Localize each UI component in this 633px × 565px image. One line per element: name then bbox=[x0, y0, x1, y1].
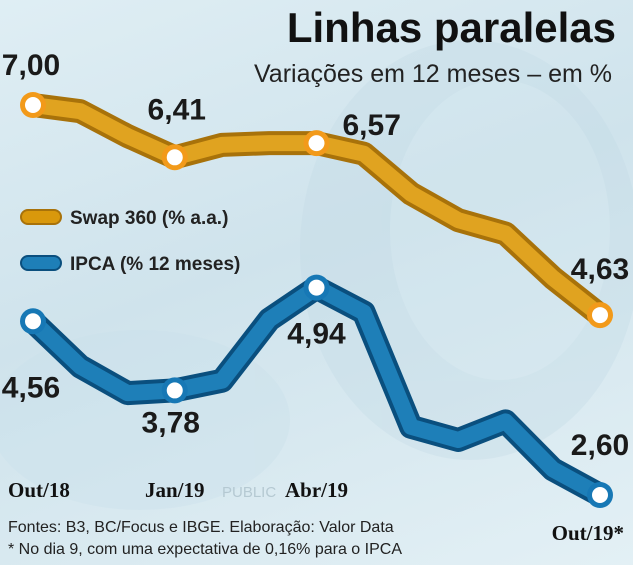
data-label-ipca: 3,78 bbox=[142, 406, 200, 439]
data-label-swap: 7,00 bbox=[2, 49, 60, 82]
watermark-text: PUBLIC bbox=[222, 484, 276, 501]
series-layer bbox=[20, 92, 613, 508]
legend-swatch-ipca bbox=[20, 255, 62, 271]
legend-label-swap: Swap 360 (% a.a.) bbox=[70, 208, 228, 229]
legend-item-ipca: IPCA (% 12 meses) bbox=[20, 254, 240, 275]
point-marker-center-ipca bbox=[25, 313, 41, 330]
data-label-swap: 4,63 bbox=[571, 253, 629, 286]
chart-title: Linhas paralelas bbox=[287, 4, 616, 51]
point-marker-center-ipca bbox=[166, 382, 183, 399]
chart-subtitle: Variações em 12 meses – em % bbox=[254, 60, 612, 88]
label-layer: 7,00 6,41 6,57 4,63 4,56 3,78 4,94 2,60 bbox=[2, 49, 629, 462]
data-label-ipca: 4,94 bbox=[287, 318, 346, 351]
series-ipca bbox=[20, 274, 613, 508]
point-marker-center-swap bbox=[25, 97, 41, 113]
point-marker-center-swap bbox=[166, 149, 183, 166]
legend-item-swap: Swap 360 (% a.a.) bbox=[20, 208, 228, 229]
point-marker-center-swap bbox=[308, 135, 325, 152]
x-tick-label: Out/19* bbox=[552, 521, 624, 545]
data-label-ipca: 2,60 bbox=[571, 429, 629, 462]
source-note: Fontes: B3, BC/Focus e IBGE. Elaboração:… bbox=[8, 519, 394, 536]
data-label-swap: 6,57 bbox=[343, 109, 401, 142]
x-tick-label: Abr/19 bbox=[285, 478, 348, 502]
legend: Swap 360 (% a.a.) IPCA (% 12 meses) bbox=[20, 208, 240, 275]
series-swap bbox=[20, 92, 613, 329]
legend-swatch-swap bbox=[20, 209, 62, 225]
x-axis-ticks: Out/18 Jan/19 Abr/19 Out/19* bbox=[8, 478, 624, 545]
legend-label-ipca: IPCA (% 12 meses) bbox=[70, 254, 240, 275]
point-marker-center-ipca bbox=[308, 279, 325, 296]
point-marker-center-swap bbox=[592, 307, 608, 324]
footnote: * No dia 9, com uma expectativa de 0,16%… bbox=[8, 541, 402, 558]
point-marker-center-ipca bbox=[592, 487, 608, 503]
x-tick-label: Out/18 bbox=[8, 478, 70, 502]
x-tick-label: Jan/19 bbox=[145, 478, 205, 502]
data-label-swap: 6,41 bbox=[148, 93, 206, 126]
data-label-ipca: 4,56 bbox=[2, 371, 60, 404]
